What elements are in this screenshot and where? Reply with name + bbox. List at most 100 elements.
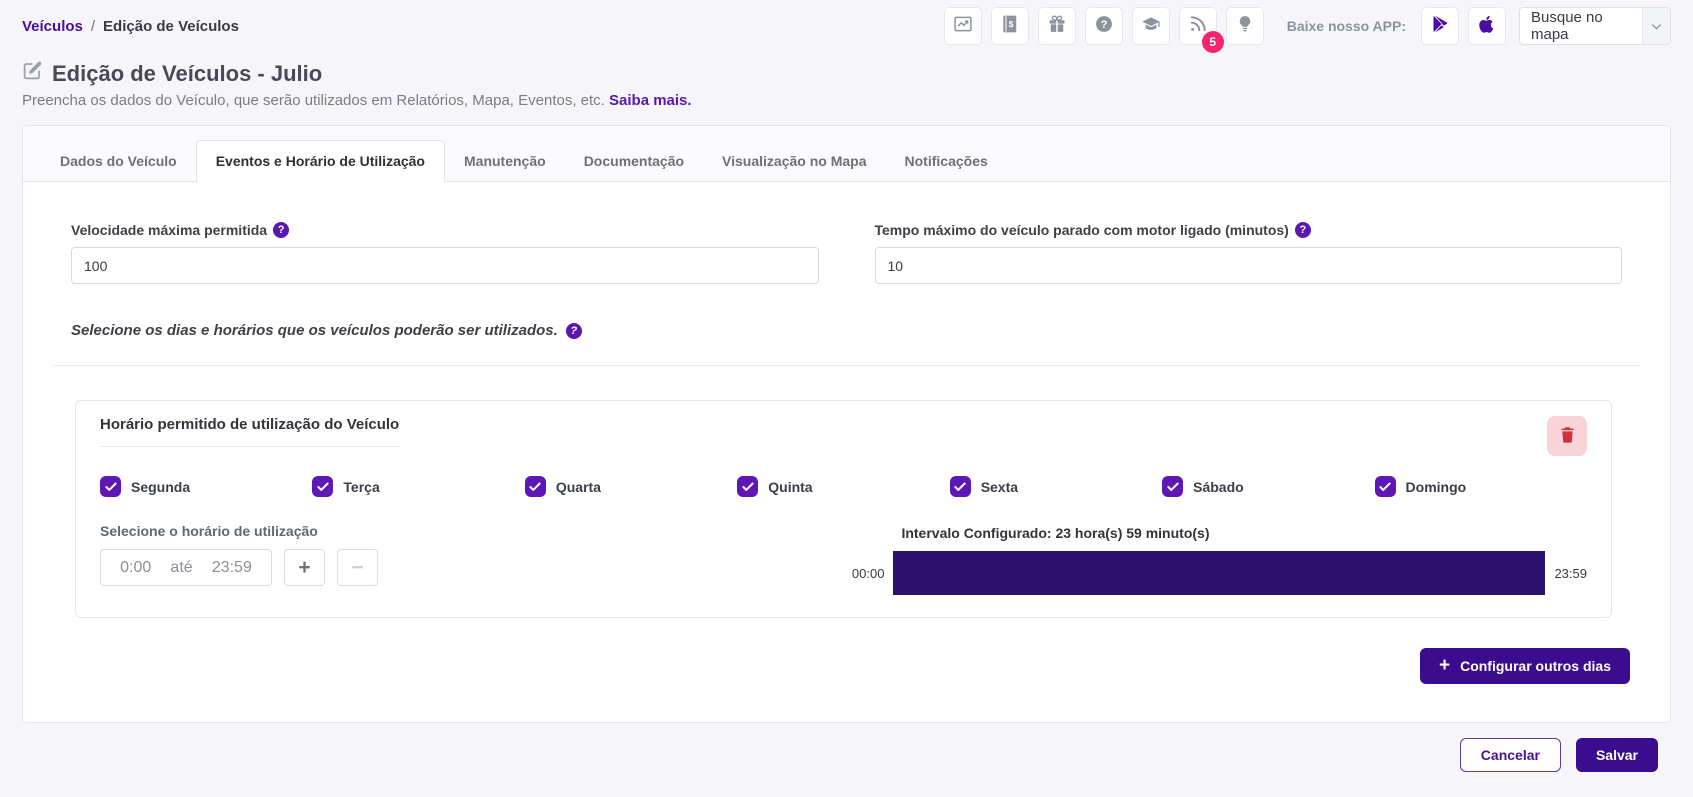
page-title-text: Edição de Veículos - Julio [52,61,322,87]
breadcrumb-separator: / [91,18,95,35]
help-icon[interactable]: ? [566,323,582,339]
day-checkbox-quarta[interactable]: Quarta [525,476,737,497]
time-to-value[interactable]: 23:59 [212,559,252,577]
time-range-input[interactable]: 0:00 até 23:59 [100,549,272,586]
schedule-card-header: Horário permitido de utilização do Veícu… [100,416,1587,456]
trash-icon [1558,425,1577,447]
news-button[interactable]: 5 [1179,7,1217,45]
apple-icon [1477,14,1497,39]
configure-other-days-label: Configurar outros dias [1460,658,1611,674]
tab-notificacoes[interactable]: Notificações [886,141,1007,181]
day-checkbox-sexta[interactable]: Sexta [950,476,1162,497]
idle-time-field-group: Tempo máximo do veículo parado com motor… [875,222,1623,284]
breadcrumb-vehicles-link[interactable]: Veículos [22,18,83,35]
max-speed-field-group: Velocidade máxima permitida ? [71,222,819,284]
schedule-card-bottom: Selecione o horário de utilização 0:00 a… [100,523,1587,595]
help-button[interactable]: ? [1085,7,1123,45]
configure-other-days-button[interactable]: + Configurar outros dias [1420,648,1630,684]
google-play-button[interactable] [1421,7,1459,45]
interval-display: Intervalo Configurado: 23 hora(s) 59 min… [849,523,1587,595]
checkbox-checked-icon [312,476,333,497]
idle-time-input[interactable] [875,247,1623,284]
notification-badge: 5 [1202,31,1224,53]
checkbox-checked-icon [525,476,546,497]
header-actions: $ ? [944,7,1671,45]
schedule-card: Horário permitido de utilização do Veícu… [75,400,1612,618]
gift-icon [1047,14,1067,39]
add-days-row: + Configurar outros dias [53,648,1630,684]
tab-eventos-horario[interactable]: Eventos e Horário de Utilização [196,140,445,182]
graduation-cap-icon [1141,14,1161,39]
day-checkbox-quinta[interactable]: Quinta [737,476,949,497]
help-icon[interactable]: ? [273,222,289,238]
chevron-down-icon [1642,8,1670,44]
learn-more-link[interactable]: Saiba mais. [609,92,692,109]
time-select-label: Selecione o horário de utilização [100,523,410,539]
schedule-card-title: Horário permitido de utilização do Veícu… [100,416,400,447]
help-icon[interactable]: ? [1295,222,1311,238]
limits-form-row: Velocidade máxima permitida ? Tempo máxi… [53,222,1640,284]
tab-documentacao[interactable]: Documentação [565,141,703,181]
time-select-group: Selecione o horário de utilização 0:00 a… [100,523,410,595]
billing-button[interactable]: $ [991,7,1029,45]
schedule-note: Selecione os dias e horários que os veíc… [53,322,1640,339]
reports-button[interactable] [944,7,982,45]
apple-store-button[interactable] [1468,7,1506,45]
weekday-checkbox-row: Segunda Terça Quarta Quinta Sexta [100,476,1587,497]
checkbox-checked-icon [737,476,758,497]
question-circle-icon: ? [1094,14,1114,39]
day-label: Terça [343,479,379,495]
tips-button[interactable] [1226,7,1264,45]
checkbox-checked-icon [1375,476,1396,497]
checkbox-checked-icon [1162,476,1183,497]
tab-dados-do-veiculo[interactable]: Dados do Veículo [41,141,196,181]
page-title-block: Edição de Veículos - Julio Preencha os d… [0,50,1693,111]
svg-text:$: $ [1008,18,1013,28]
google-play-icon [1430,14,1450,39]
page-subtitle-text: Preencha os dados do Veículo, que serão … [22,92,605,109]
tab-content: Velocidade máxima permitida ? Tempo máxi… [23,182,1670,722]
remove-interval-button[interactable]: − [337,549,378,586]
day-checkbox-domingo[interactable]: Domingo [1375,476,1587,497]
time-controls: 0:00 até 23:59 + − [100,549,410,586]
rewards-button[interactable] [1038,7,1076,45]
day-label: Domingo [1406,479,1467,495]
day-label: Sábado [1193,479,1244,495]
delete-schedule-button[interactable] [1547,416,1587,456]
svg-text:?: ? [1100,18,1107,30]
day-checkbox-terca[interactable]: Terça [312,476,524,497]
money-book-icon: $ [1000,14,1020,39]
idle-time-label: Tempo máximo do veículo parado com motor… [875,222,1623,238]
day-label: Sexta [981,479,1018,495]
plus-icon: + [1439,655,1450,677]
page-title: Edição de Veículos - Julio [22,60,1671,87]
page-subtitle: Preencha os dados do Veículo, que serão … [22,92,1671,109]
time-from-value[interactable]: 0:00 [120,559,151,577]
save-button[interactable]: Salvar [1576,738,1658,772]
cancel-button[interactable]: Cancelar [1460,738,1561,772]
schedule-note-text: Selecione os dias e horários que os veíc… [71,322,558,339]
breadcrumb-current: Edição de Veículos [103,18,239,35]
add-interval-button[interactable]: + [284,549,325,586]
tab-bar: Dados do Veículo Eventos e Horário de Ut… [23,126,1670,182]
tab-manutencao[interactable]: Manutenção [445,141,565,181]
vehicle-edit-panel: Dados do Veículo Eventos e Horário de Ut… [22,125,1671,723]
day-label: Quarta [556,479,601,495]
day-checkbox-sabado[interactable]: Sábado [1162,476,1374,497]
day-label: Quinta [768,479,812,495]
tab-visualizacao-mapa[interactable]: Visualização no Mapa [703,141,885,181]
day-checkbox-segunda[interactable]: Segunda [100,476,312,497]
interval-bar[interactable] [893,551,1545,595]
training-button[interactable] [1132,7,1170,45]
idle-time-label-text: Tempo máximo do veículo parado com motor… [875,222,1289,238]
max-speed-label-text: Velocidade máxima permitida [71,222,267,238]
map-search-select[interactable]: Busque no mapa [1519,7,1671,45]
breadcrumb: Veículos / Edição de Veículos [22,18,239,35]
time-separator: até [170,559,192,577]
max-speed-input[interactable] [71,247,819,284]
day-label: Segunda [131,479,190,495]
interval-start-label: 00:00 [849,566,893,581]
interval-end-label: 23:59 [1545,566,1587,581]
footer-actions: Cancelar Salvar [0,738,1658,772]
checkbox-checked-icon [950,476,971,497]
